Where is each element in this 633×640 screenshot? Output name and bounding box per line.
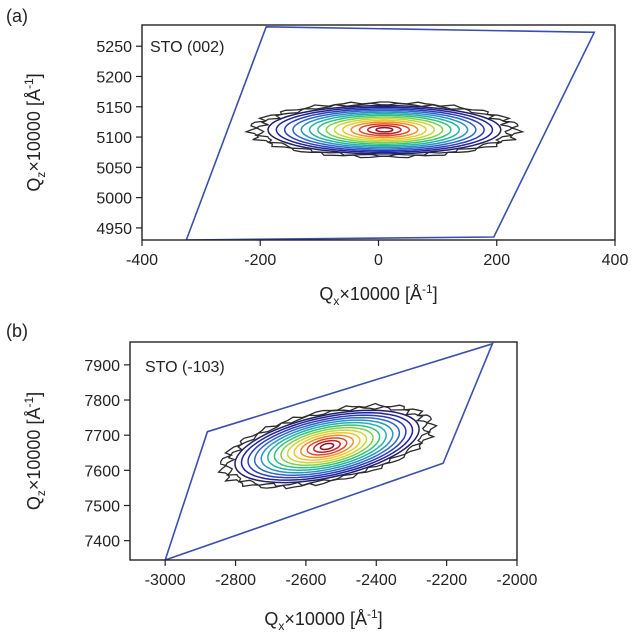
- y-tick-label-a: 5050: [96, 160, 132, 177]
- contour-line-b-5: [253, 416, 401, 476]
- y-tick-label-a: 5150: [96, 100, 132, 117]
- y-tick-label-b: 7400: [84, 534, 120, 551]
- contour-line-a-14: [367, 125, 402, 135]
- contour-line-a-10: [333, 117, 436, 142]
- panel-a-chart: (a) -400 -200 0 200 400 4950 5000 5050 5100 5150 52…: [0, 0, 633, 315]
- x-tick-label-a: -400: [126, 252, 158, 269]
- contour-line-b-3: [240, 411, 414, 481]
- contour-line-b-7: [267, 421, 387, 472]
- contour-line-b-11: [293, 431, 361, 461]
- x-tick-label-b: -2800: [215, 572, 256, 589]
- contour-line-a-1: [254, 102, 514, 157]
- x-axis-label-a: Qx×10000 [Å-1]: [319, 282, 437, 308]
- x-tick-label-a: -200: [244, 252, 276, 269]
- x-tick-label-a: 0: [374, 252, 383, 269]
- x-tick-label-b: -2600: [285, 572, 326, 589]
- contour-line-b-8: [273, 424, 381, 469]
- y-tick-label-a: 5100: [96, 130, 132, 147]
- y-axis-label-b: Qz×10000 [Å-1]: [22, 392, 48, 510]
- scan-boundary-b: [164, 342, 494, 560]
- rsm-plot-002: (a) -400 -200 0 200 400 4950 5000 5050 5100 5150 52…: [6, 6, 629, 308]
- contour-line-a-11: [342, 119, 427, 140]
- contour-line-b-15: [319, 442, 335, 451]
- contour-line-b-12: [299, 434, 355, 459]
- axes-frame-a: [141, 24, 616, 241]
- annotation-b: STO (-103): [145, 359, 225, 376]
- contour-line-a-5: [292, 109, 477, 150]
- panel-label-a: (a): [6, 6, 28, 26]
- y-tick-label-b: 7900: [84, 358, 120, 375]
- panel-label-b: (b): [6, 321, 28, 341]
- scan-boundary-a: [185, 25, 596, 240]
- rsm-plot-m103: (b) -3000 -2800 -2600 -2400 -2200 -2000 7400 750…: [6, 321, 538, 633]
- contour-line-a-13: [358, 123, 411, 137]
- contour-line-a-15: [375, 126, 394, 133]
- contour-line-b-13: [306, 437, 348, 456]
- x-tick-label-b: -2400: [356, 572, 397, 589]
- y-tick-label-a: 5200: [96, 69, 132, 86]
- annotation-a: STO (002): [150, 39, 224, 56]
- contour-line-b-2: [234, 409, 420, 484]
- contour-line-b-10: [286, 429, 368, 464]
- contour-line-a-2: [267, 104, 502, 155]
- y-tick-label-a: 4950: [96, 221, 132, 238]
- x-axis-label-b: Qx×10000 [Å-1]: [264, 607, 382, 633]
- x-tick-label-b: -2000: [497, 572, 538, 589]
- x-tick-label-a: 200: [483, 252, 510, 269]
- contour-line-a-7: [308, 112, 460, 147]
- axes-frame-b: [129, 341, 518, 561]
- contour-line-b-1: [224, 405, 432, 487]
- contour-line-b-4: [247, 414, 407, 479]
- y-tick-label-a: 5000: [96, 191, 132, 208]
- y-tick-label-b: 7600: [84, 463, 120, 480]
- contour-line-a-3: [275, 106, 494, 154]
- contour-line-a-4: [283, 108, 485, 152]
- contour-line-a-6: [300, 111, 469, 149]
- contour-line-b-6: [260, 419, 394, 474]
- x-tick-label-b: -3000: [145, 572, 186, 589]
- y-tick-label-b: 7700: [84, 428, 120, 445]
- y-axis-label-a: Qz×10000 [Å-1]: [22, 73, 48, 191]
- x-tick-label-a: 400: [602, 252, 629, 269]
- y-tick-label-b: 7800: [84, 393, 120, 410]
- contour-line-b-9: [280, 426, 374, 467]
- x-tick-label-b: -2200: [426, 572, 467, 589]
- contour-line-a-8: [317, 114, 452, 145]
- panel-b-chart: (b) -3000 -2800 -2600 -2400 -2200 -2000 7400 750…: [0, 315, 633, 635]
- y-tick-label-b: 7500: [84, 499, 120, 516]
- contour-line-b-14: [313, 439, 341, 453]
- y-tick-label-a: 5250: [96, 39, 132, 56]
- contour-line-a-9: [325, 116, 444, 144]
- contour-line-a-12: [350, 121, 419, 139]
